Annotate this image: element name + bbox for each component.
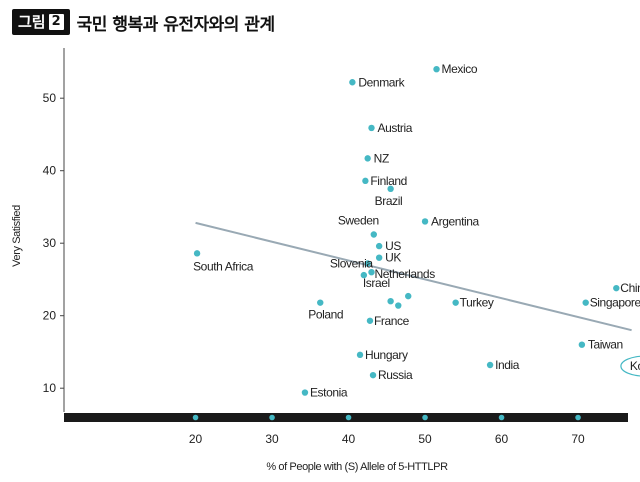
point-labels: Mexico Denmark Austria NZ Finland Brazil Argen… xyxy=(193,62,640,400)
x-tick-label: 70 xyxy=(571,432,585,446)
point-slovenia xyxy=(364,260,371,267)
x-tick-label: 50 xyxy=(418,432,432,446)
trend-line xyxy=(195,221,632,332)
y-axis-label: Very Satisfied xyxy=(11,205,23,267)
label-brazil: Brazil xyxy=(375,194,403,208)
y-tick-label: 20 xyxy=(43,309,57,323)
point-austria xyxy=(368,124,375,132)
label-us: US xyxy=(385,239,401,253)
point-russia xyxy=(369,371,377,379)
x-tick-dot xyxy=(192,414,199,421)
label-india: India xyxy=(495,358,520,372)
point-india xyxy=(486,361,494,369)
point-sweden xyxy=(370,231,377,238)
point-unlabeled xyxy=(395,302,402,309)
label-south-africa: South Africa xyxy=(193,259,254,273)
x-tick-dot xyxy=(498,414,505,421)
figure-badge-number: 2 xyxy=(48,13,64,30)
label-taiwan: Taiwan xyxy=(588,338,623,352)
x-axis-band: 20304050607080 xyxy=(64,413,628,446)
point-poland xyxy=(317,299,324,306)
x-tick-label: 60 xyxy=(495,432,509,446)
point-us xyxy=(375,242,383,250)
point-uk xyxy=(375,254,383,261)
point-hungary xyxy=(356,351,364,359)
point-finland xyxy=(362,177,369,185)
label-mexico: Mexico xyxy=(442,62,478,76)
label-poland: Poland xyxy=(308,308,343,322)
x-tick-dot xyxy=(422,414,428,421)
label-turkey: Turkey xyxy=(460,296,494,310)
x-axis-label: % of People with (S) Allele of 5-HTTLPR xyxy=(266,461,448,473)
label-russia: Russia xyxy=(378,368,413,382)
point-france xyxy=(366,317,374,324)
label-denmark: Denmark xyxy=(358,75,405,89)
label-austria: Austria xyxy=(378,121,413,135)
y-tick-label: 50 xyxy=(43,91,57,105)
label-estonia: Estonia xyxy=(310,386,348,400)
label-slovenia: Slovenia xyxy=(330,257,374,271)
point-taiwan xyxy=(578,341,586,348)
x-tick-dot xyxy=(345,414,352,421)
label-korea: Korea xyxy=(630,359,640,373)
point-netherlands xyxy=(368,269,375,276)
label-finland: Finland xyxy=(370,174,407,188)
point-unlabeled xyxy=(387,298,394,305)
point-israel xyxy=(360,271,368,279)
figure-badge-prefix: 그림 xyxy=(18,13,46,31)
label-china: China xyxy=(620,281,640,295)
point-denmark xyxy=(349,79,356,86)
label-argentina: Argentina xyxy=(431,214,479,228)
point-argentina xyxy=(421,218,429,225)
figure-title: 국민 행복과 유전자와의 관계 xyxy=(76,14,275,35)
figure-badge: 그림 2 xyxy=(12,9,70,35)
y-tick-label: 10 xyxy=(43,381,57,395)
point-turkey xyxy=(452,299,459,306)
trend-line-path xyxy=(195,221,632,332)
label-nz: NZ xyxy=(374,151,389,165)
x-tick-label: 40 xyxy=(342,432,356,446)
y-tick-label: 40 xyxy=(43,164,57,178)
label-israel: Israel xyxy=(363,276,390,290)
point-estonia xyxy=(301,389,309,396)
point-south-africa xyxy=(193,250,201,257)
x-tick-dot xyxy=(575,414,581,421)
point-nz xyxy=(364,155,371,162)
x-tick-dot xyxy=(269,414,275,421)
point-singapore xyxy=(582,299,589,306)
point-mexico xyxy=(433,66,440,73)
figure-header: 그림 2 국민 행복과 유전자와의 관계 xyxy=(12,9,275,35)
label-netherlands: Netherlands xyxy=(375,267,436,281)
label-sweden: Sweden xyxy=(338,214,379,228)
point-china xyxy=(613,284,620,292)
point-unlabeled xyxy=(405,292,412,300)
label-france: France xyxy=(374,314,410,328)
x-tick-label: 30 xyxy=(265,432,279,446)
point-brazil xyxy=(387,185,394,193)
x-tick-label: 20 xyxy=(189,432,203,446)
label-hungary: Hungary xyxy=(365,348,408,362)
y-tick-label: 30 xyxy=(43,236,57,250)
data-points xyxy=(193,66,620,396)
y-axis-ticks: 10 20 30 40 50 xyxy=(43,91,64,395)
label-singapore: Singapore xyxy=(590,296,640,310)
label-uk: UK xyxy=(385,251,401,265)
highlight-ellipse xyxy=(620,355,640,377)
